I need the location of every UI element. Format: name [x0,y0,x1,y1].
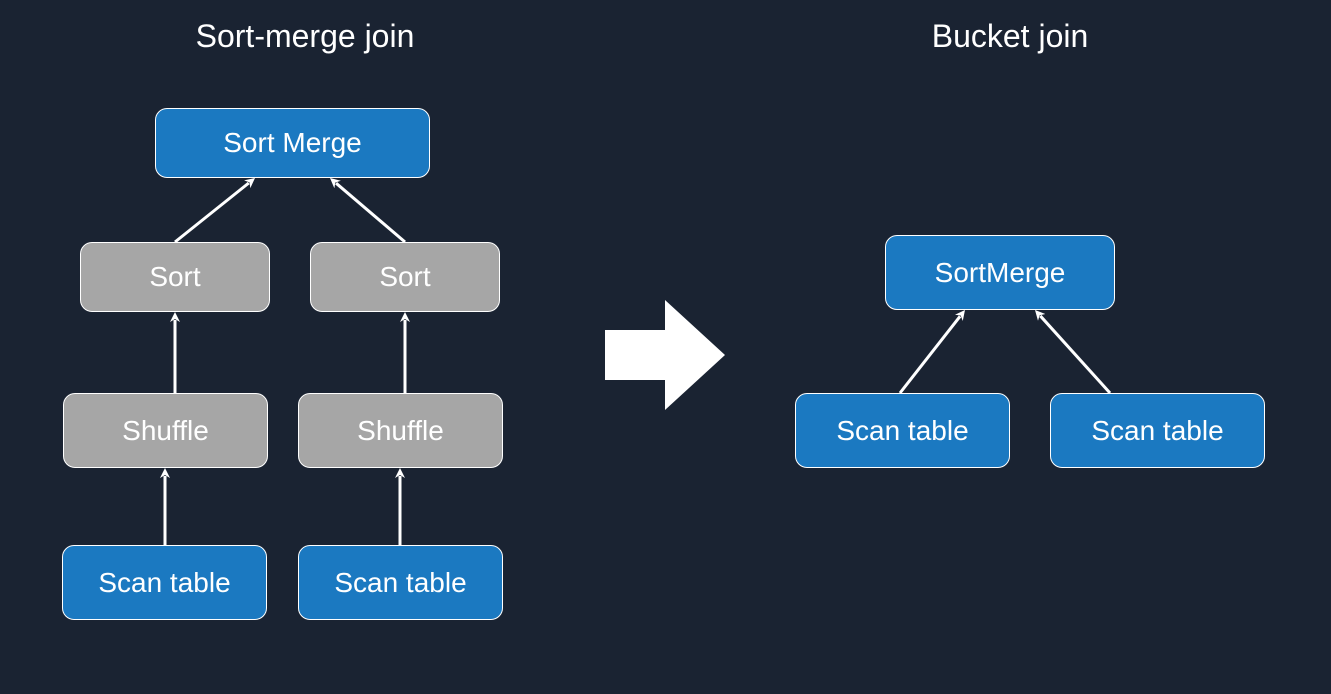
right-sortmerge-node: SortMerge [885,235,1115,310]
node-label: Scan table [334,567,466,599]
left-scan-r-node: Scan table [298,545,503,620]
node-label: SortMerge [935,257,1066,289]
node-label: Shuffle [122,415,209,447]
left-sortmerge-node: Sort Merge [155,108,430,178]
left-sort-r-node: Sort [310,242,500,312]
left-sort-l-node: Sort [80,242,270,312]
right-scan-r-node: Scan table [1050,393,1265,468]
node-label: Sort Merge [223,127,362,159]
left-title: Sort-merge join [165,18,445,55]
node-label: Sort [149,261,200,293]
left-scan-l-node: Scan table [62,545,267,620]
node-label: Scan table [836,415,968,447]
node-label: Scan table [98,567,230,599]
right-scan-l-node: Scan table [795,393,1010,468]
node-label: Shuffle [357,415,444,447]
transition-arrow-icon [605,300,725,410]
left-shuffle-l-node: Shuffle [63,393,268,468]
left-shuffle-r-node: Shuffle [298,393,503,468]
node-label: Scan table [1091,415,1223,447]
node-label: Sort [379,261,430,293]
right-title: Bucket join [900,18,1120,55]
